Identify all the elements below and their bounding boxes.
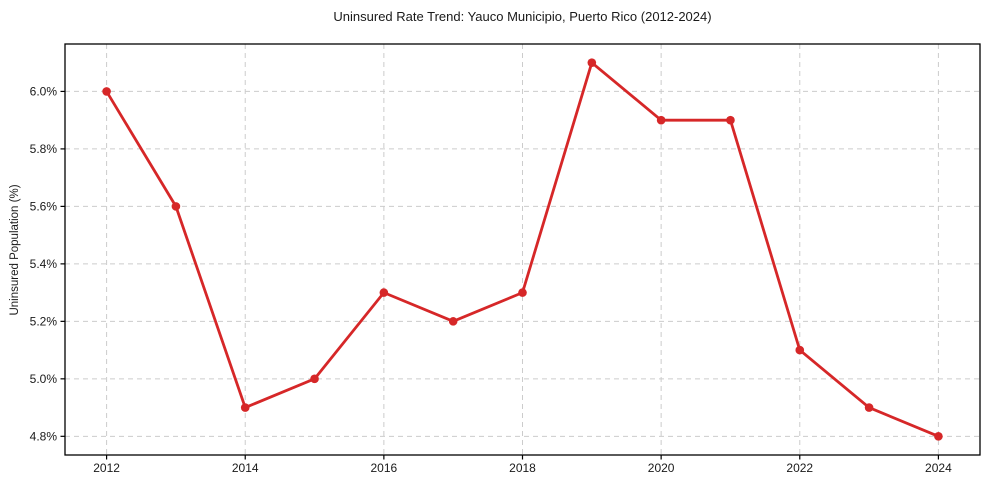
y-tick-label: 5.2% — [30, 314, 58, 328]
y-tick-label: 5.4% — [30, 257, 58, 271]
data-point — [934, 432, 943, 441]
data-point — [864, 403, 874, 412]
chart-title: Uninsured Rate Trend: Yauco Municipio, P… — [333, 9, 712, 24]
data-point — [518, 288, 527, 297]
y-axis-label: Uninsured Population (%) — [9, 184, 21, 316]
data-point — [448, 317, 458, 326]
x-tick-label: 2014 — [232, 461, 259, 475]
y-tick-label: 5.6% — [30, 199, 58, 213]
y-tick-label: 6.0% — [30, 84, 58, 98]
data-point — [240, 403, 250, 412]
x-tick-label: 2020 — [648, 461, 675, 475]
y-tick-label: 4.8% — [30, 429, 58, 443]
y-tick-label: 5.8% — [30, 142, 58, 156]
data-point — [795, 345, 805, 355]
x-tick-label: 2012 — [93, 461, 120, 475]
data-point — [171, 202, 181, 211]
x-tick-label: 2016 — [371, 461, 398, 475]
y-tick-label: 5.0% — [30, 372, 58, 386]
x-tick-label: 2024 — [925, 461, 952, 475]
x-tick-label: 2022 — [786, 461, 813, 475]
data-point — [726, 115, 735, 125]
plot-border — [64, 43, 981, 456]
data-point — [102, 87, 111, 96]
data-point — [587, 58, 597, 67]
data-point — [379, 288, 389, 297]
data-point — [310, 374, 319, 384]
data-point — [656, 115, 666, 125]
x-tick-label: 2018 — [509, 461, 536, 475]
